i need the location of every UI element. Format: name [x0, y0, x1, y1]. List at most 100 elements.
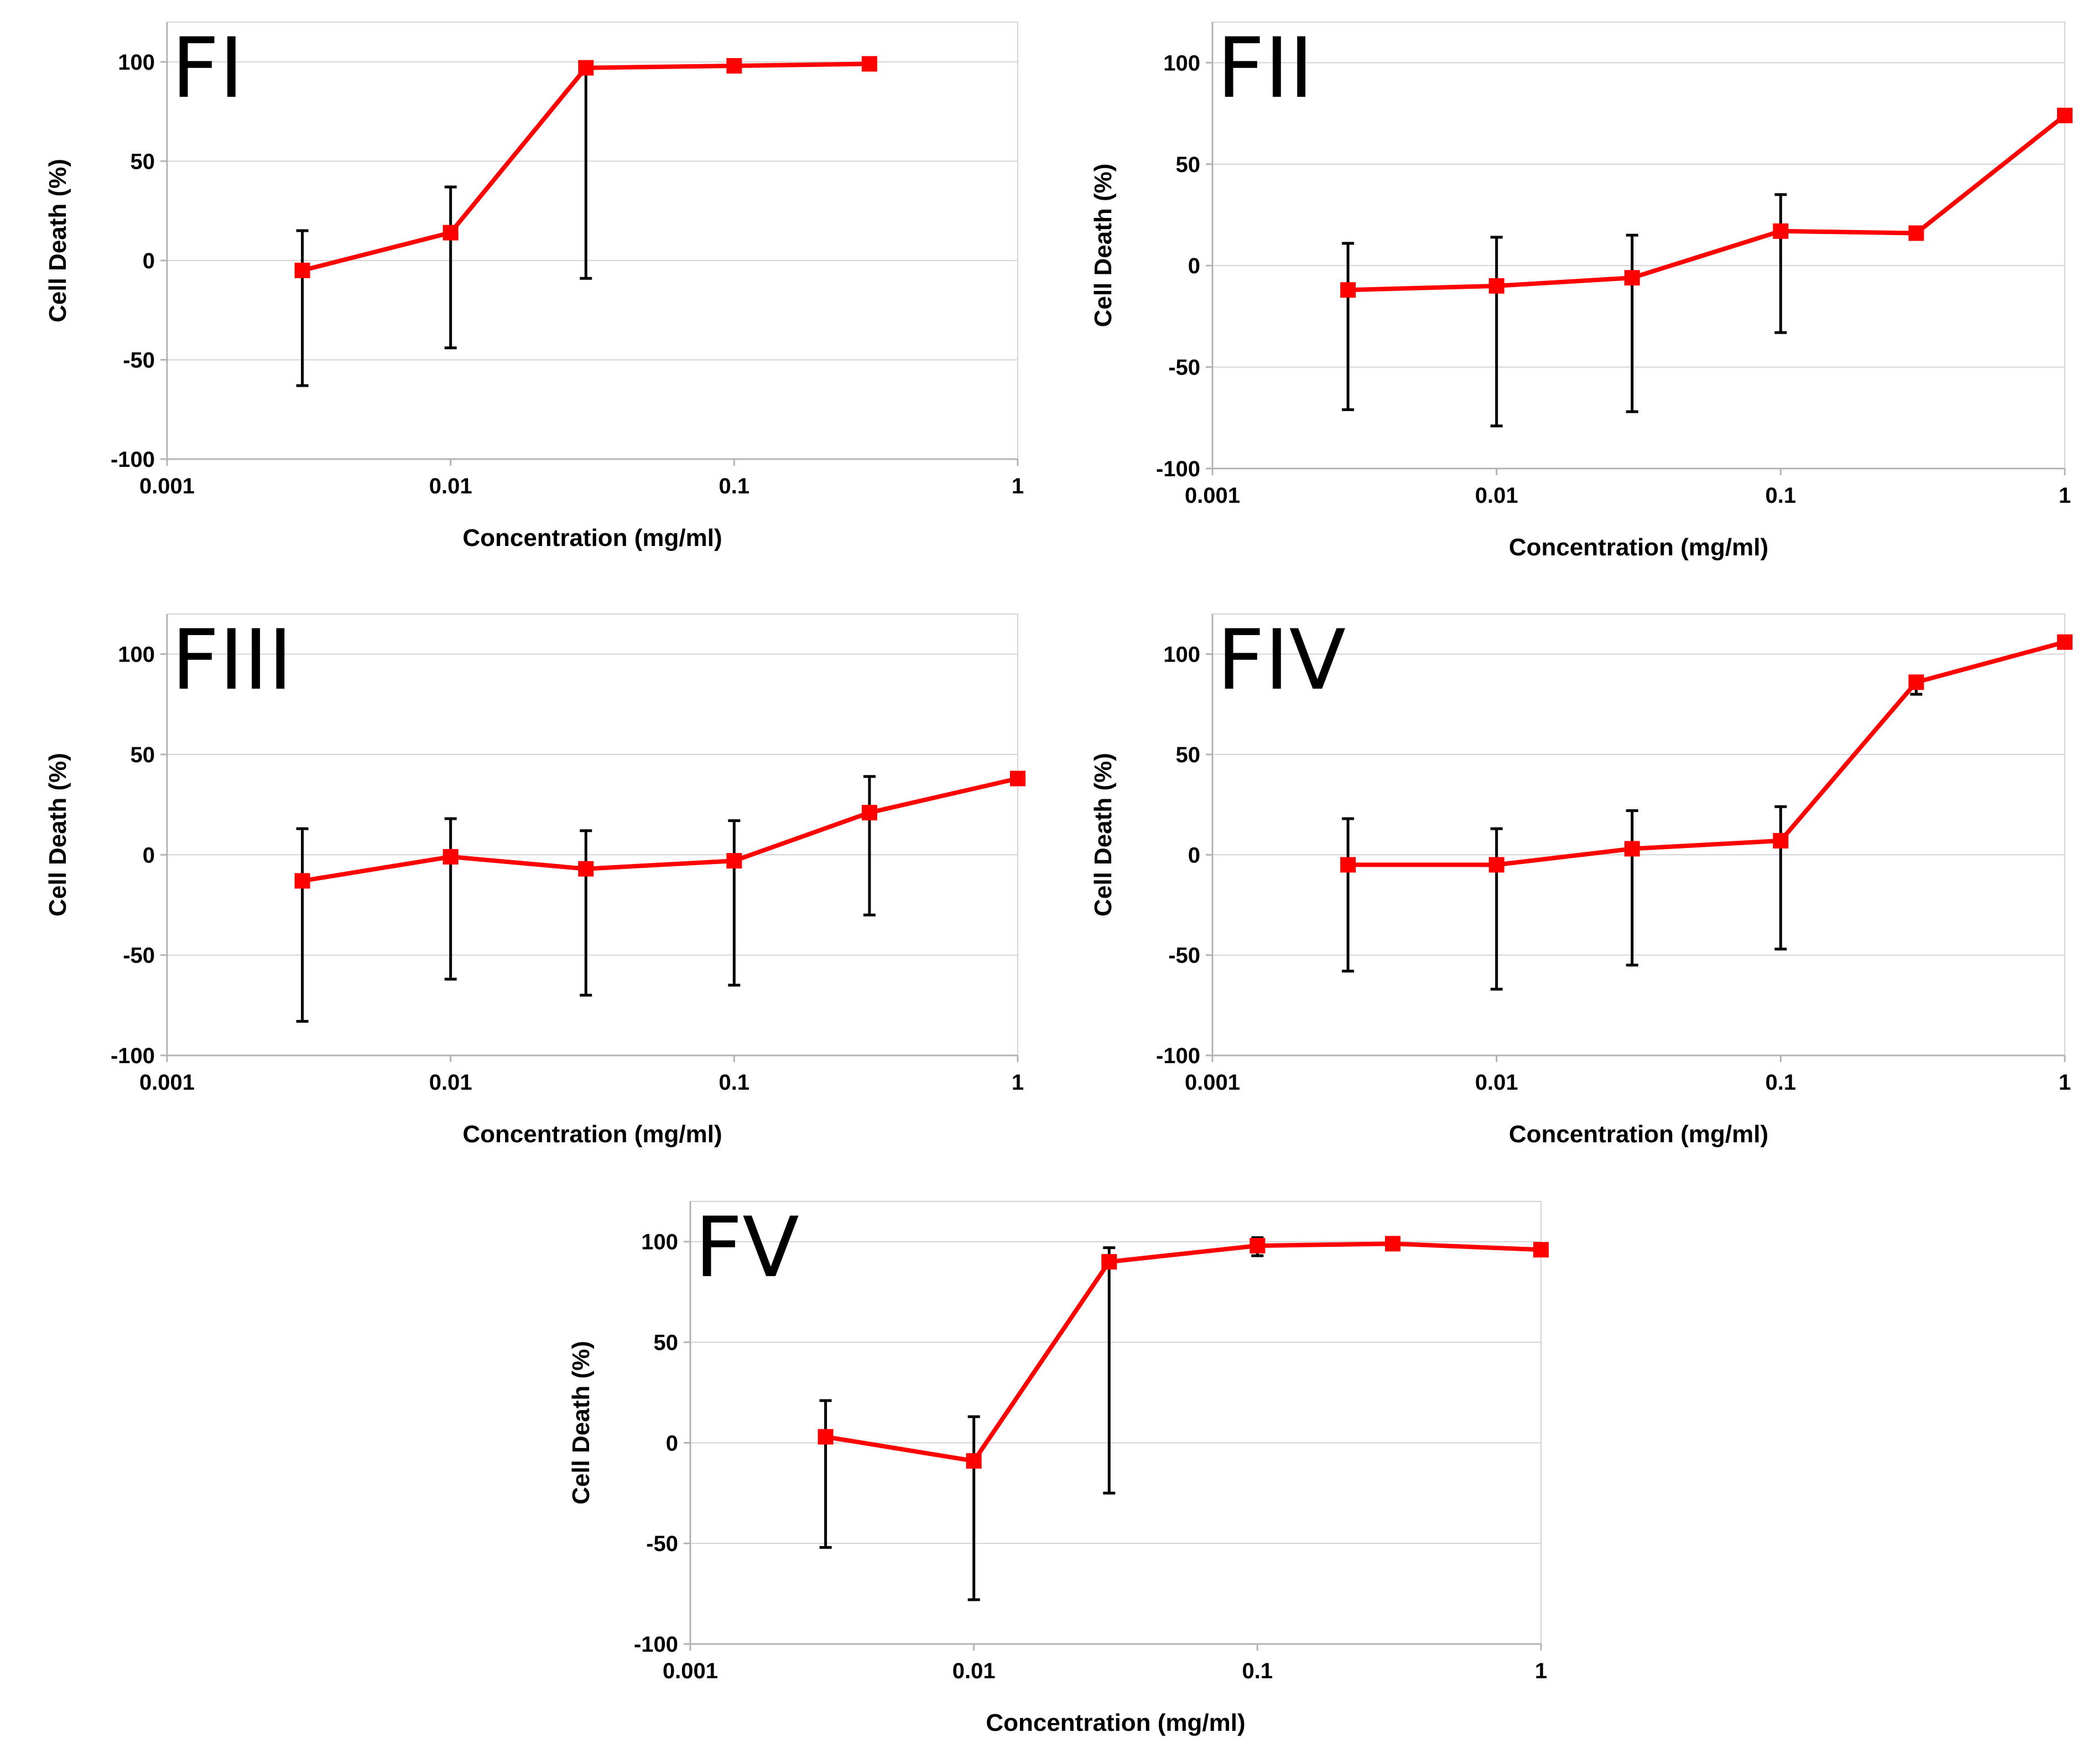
- x-tick-label: 0.01: [1475, 483, 1518, 508]
- data-point: [442, 225, 459, 241]
- x-axis-title: Concentration (mg/ml): [462, 524, 722, 551]
- y-tick-label: 100: [641, 1230, 678, 1255]
- data-point: [1773, 223, 1789, 239]
- y-axis-title: Cell Death (%): [1090, 164, 1117, 327]
- x-tick-label: 0.1: [719, 474, 750, 498]
- x-tick-label: 0.001: [139, 474, 195, 498]
- plot-frame: [166, 22, 1018, 460]
- y-tick-label: -100: [111, 1044, 155, 1068]
- x-tick-label: 1: [1012, 474, 1024, 498]
- data-point: [1773, 832, 1789, 849]
- x-axis-title: Concentration (mg/ml): [1509, 534, 1768, 561]
- x-tick-label: 0.001: [139, 1070, 195, 1095]
- error-bar: [1103, 1246, 1116, 1495]
- error-bar: [1626, 809, 1638, 967]
- data-point: [2057, 634, 2073, 650]
- y-axis-title: Cell Death (%): [44, 159, 71, 322]
- data-point: [442, 849, 459, 865]
- error-bar: [296, 827, 309, 1023]
- error-bar: [580, 66, 592, 280]
- x-axis-title: Concentration (mg/ml): [1509, 1121, 1768, 1148]
- series-line: [1347, 113, 2066, 293]
- y-tick-label: 0: [1188, 254, 1200, 278]
- y-tick-label: 0: [143, 249, 155, 273]
- x-tick-label: 0.001: [1185, 483, 1240, 508]
- data-point: [1384, 1236, 1400, 1252]
- data-point: [726, 58, 742, 74]
- y-tick-label: 50: [131, 149, 155, 174]
- y-axis-title: Cell Death (%): [44, 753, 71, 917]
- error-bar: [819, 1399, 832, 1549]
- y-tick-label: 0: [1188, 843, 1200, 867]
- data-point: [1533, 1242, 1549, 1258]
- data-point: [818, 1429, 834, 1445]
- y-tick-label: -100: [111, 447, 155, 472]
- x-tick-label: 0.01: [429, 1070, 472, 1095]
- y-tick-label: 100: [1163, 643, 1200, 667]
- x-tick-label: 1: [1012, 1070, 1024, 1095]
- y-axis-title: Cell Death (%): [567, 1341, 595, 1505]
- data-point: [1624, 270, 1640, 286]
- y-tick-label: 50: [1176, 743, 1201, 767]
- panel-label: FV: [695, 1200, 799, 1296]
- x-tick-label: 1: [1535, 1659, 1547, 1683]
- data-point: [578, 60, 594, 76]
- error-bar: [1342, 817, 1355, 973]
- x-axis-title: Concentration (mg/ml): [986, 1709, 1245, 1736]
- x-tick-label: 1: [2059, 1070, 2071, 1095]
- x-tick-label: 0.01: [429, 474, 472, 498]
- y-tick-label: 50: [131, 743, 155, 767]
- plot-frame: [1212, 22, 2065, 469]
- error-bar: [444, 817, 457, 981]
- y-tick-label: -50: [646, 1532, 678, 1556]
- x-tick-label: 0.01: [1475, 1070, 1518, 1095]
- data-point: [1908, 225, 1924, 241]
- y-axis-title: Cell Death (%): [1090, 753, 1117, 917]
- error-bar: [1490, 236, 1503, 428]
- y-tick-label: 50: [654, 1331, 679, 1355]
- data-point: [1488, 857, 1504, 873]
- y-tick-label: -100: [1156, 1044, 1200, 1068]
- panel-label: FIII: [171, 612, 293, 709]
- x-tick-label: 0.001: [1185, 1070, 1240, 1095]
- data-point: [578, 861, 594, 877]
- y-tick-label: -100: [1156, 457, 1200, 481]
- data-point: [1340, 282, 1356, 298]
- error-bar: [1342, 242, 1355, 412]
- panel-label: FIV: [1217, 612, 1346, 709]
- error-bar: [1774, 805, 1787, 951]
- error-bar: [1490, 827, 1503, 991]
- data-point: [1908, 674, 1924, 690]
- data-point: [726, 853, 742, 869]
- x-tick-label: 0.1: [1766, 1070, 1797, 1095]
- series-line: [301, 776, 1018, 883]
- data-point: [1249, 1238, 1266, 1253]
- error-bar: [1626, 233, 1638, 413]
- panel-label: FII: [1217, 20, 1314, 117]
- x-tick-label: 0.001: [663, 1659, 718, 1683]
- y-tick-label: 0: [666, 1431, 678, 1455]
- error-bar: [863, 775, 876, 917]
- error-bar: [296, 229, 309, 387]
- y-tick-label: 50: [1176, 153, 1201, 177]
- data-point: [861, 805, 877, 821]
- data-point: [294, 873, 310, 889]
- y-tick-label: 100: [1163, 51, 1200, 75]
- data-point: [1010, 771, 1025, 787]
- y-tick-label: 100: [118, 643, 155, 667]
- panel-label: FI: [171, 20, 244, 117]
- error-bar: [580, 829, 592, 997]
- data-point: [2057, 107, 2073, 123]
- data-point: [1340, 857, 1356, 873]
- y-tick-label: 0: [143, 843, 155, 867]
- x-tick-label: 1: [2059, 483, 2071, 508]
- series-line: [1348, 639, 2066, 867]
- y-tick-label: -50: [1168, 944, 1200, 968]
- error-bar: [728, 819, 741, 987]
